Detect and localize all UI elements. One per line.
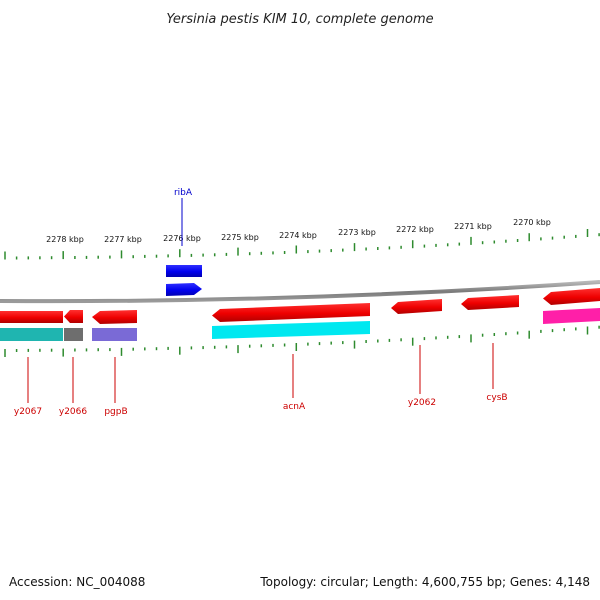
ruler-lower-ticks: [4, 325, 600, 357]
map-title: Yersinia pestis KIM 10, complete genome: [166, 12, 433, 27]
gene-arrow-cysB[interactable]: [461, 295, 519, 310]
kbp-label-2277: 2277 kbp: [104, 235, 142, 244]
gene-label-pgpB[interactable]: pgpB: [104, 407, 127, 417]
kbp-label-2278: 2278 kbp: [46, 235, 84, 244]
kbp-label-2273: 2273 kbp: [338, 228, 376, 237]
gene-label-y2066[interactable]: y2066: [59, 407, 88, 417]
cog-bar-magenta: [543, 308, 600, 324]
gene-arrow-right[interactable]: [543, 288, 600, 305]
gene-arrow-y2066[interactable]: [64, 310, 83, 323]
gene-label-ribA[interactable]: ribA: [174, 188, 193, 198]
kbp-label-2275: 2275 kbp: [221, 233, 259, 242]
gene-label-cysB[interactable]: cysB: [486, 393, 507, 403]
cog-bar-purple: [92, 328, 137, 341]
cog-bar-teal: [0, 328, 63, 341]
ruler-labels: 2278 kbp 2277 kbp 2276 kbp 2275 kbp 2274…: [46, 218, 551, 244]
gene-label-y2067[interactable]: y2067: [14, 407, 42, 417]
cog-bar-gray: [64, 328, 83, 341]
forward-gene-arrow[interactable]: [166, 265, 202, 277]
genome-backbone: [0, 280, 600, 304]
kbp-label-2272: 2272 kbp: [396, 225, 434, 234]
gene-arrow-y2062[interactable]: [391, 299, 442, 314]
gene-labels: ribA y2067 y2066 pgpB acnA y2062 cysB: [14, 188, 508, 417]
gene-label-acnA[interactable]: acnA: [283, 402, 306, 412]
forward-gene-arrow[interactable]: [166, 283, 202, 296]
reverse-genes: [0, 288, 600, 324]
ruler-upper-ticks: [4, 229, 600, 260]
cog-bars: [0, 308, 600, 341]
cog-bar-cyan: [212, 321, 370, 339]
gene-arrow-y2067[interactable]: [0, 311, 63, 323]
forward-gene-ribA[interactable]: [166, 265, 202, 296]
genome-summary-text: Topology: circular; Length: 4,600,755 bp…: [259, 575, 590, 589]
gene-arrow-acnA[interactable]: [212, 303, 370, 322]
gene-label-lines: [27, 198, 494, 403]
gene-label-y2062[interactable]: y2062: [408, 398, 436, 408]
kbp-label-2274: 2274 kbp: [279, 231, 317, 240]
accession-text: Accession: NC_004088: [9, 575, 145, 589]
kbp-label-2270: 2270 kbp: [513, 218, 551, 227]
kbp-label-2271: 2271 kbp: [454, 222, 492, 231]
gene-arrow-pgpB[interactable]: [92, 310, 137, 324]
